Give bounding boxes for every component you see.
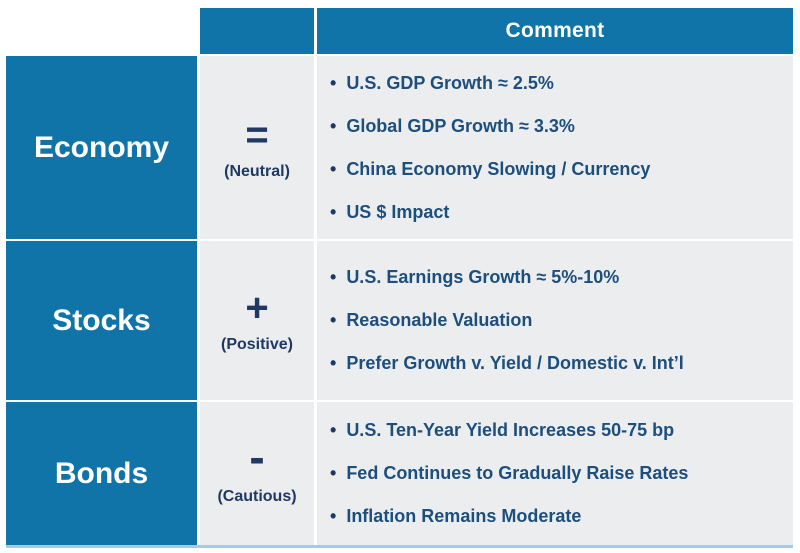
bonds-bullet-3: Inflation Remains Moderate bbox=[346, 506, 582, 526]
list-item: • US $ Impact bbox=[330, 191, 793, 234]
bullet-icon: • bbox=[330, 310, 337, 330]
economy-comments-cell: • U.S. GDP Growth ≈ 2.5% • Global GDP Gr… bbox=[317, 56, 793, 239]
economy-label: Economy bbox=[33, 130, 170, 164]
list-item: • Fed Continues to Gradually Raise Rates bbox=[330, 452, 793, 495]
bullet-icon: • bbox=[330, 72, 337, 93]
comment-column-header: Comment bbox=[317, 8, 793, 54]
economy-bullet-3: China Economy Slowing / Currency bbox=[346, 158, 651, 179]
economy-bullet-2: Global GDP Growth ≈ 3.3% bbox=[346, 115, 575, 136]
bullet-icon: • bbox=[330, 158, 337, 179]
bonds-comments-cell: • U.S. Ten-Year Yield Increases 50-75 bp… bbox=[317, 402, 793, 545]
list-item: • China Economy Slowing / Currency bbox=[330, 148, 793, 191]
economy-stance-label: (Neutral) bbox=[224, 162, 290, 180]
bullet-icon: • bbox=[330, 463, 337, 483]
stocks-bullet-2: Reasonable Valuation bbox=[346, 310, 533, 330]
bullet-icon: • bbox=[330, 115, 337, 136]
stocks-stance-label: (Positive) bbox=[220, 335, 293, 353]
list-item: • Reasonable Valuation bbox=[330, 299, 793, 342]
economy-bullet-4: US $ Impact bbox=[346, 201, 450, 222]
plus-symbol-icon: + bbox=[245, 285, 269, 330]
bullet-icon: • bbox=[330, 353, 337, 373]
bonds-stance-label: (Cautious) bbox=[217, 487, 297, 505]
bonds-bullet-2: Fed Continues to Gradually Raise Rates bbox=[346, 463, 689, 483]
stocks-rating-cell: + (Positive) bbox=[200, 241, 314, 400]
symbol-column-header bbox=[200, 8, 314, 54]
row-label-bonds: Bonds bbox=[6, 402, 197, 545]
bonds-bullet-1: U.S. Ten-Year Yield Increases 50-75 bp bbox=[346, 420, 675, 440]
list-item: • Inflation Remains Moderate bbox=[330, 495, 793, 538]
bonds-label: Bonds bbox=[54, 456, 149, 490]
bullet-icon: • bbox=[330, 506, 337, 526]
list-item: • Global GDP Growth ≈ 3.3% bbox=[330, 105, 793, 148]
list-item: • Prefer Growth v. Yield / Domestic v. I… bbox=[330, 342, 793, 385]
stocks-comments-cell: • U.S. Earnings Growth ≈ 5%-10% • Reason… bbox=[317, 241, 793, 400]
economy-bullet-1: U.S. GDP Growth ≈ 2.5% bbox=[346, 72, 554, 93]
equals-symbol-icon: = bbox=[245, 112, 269, 157]
bullet-icon: • bbox=[330, 420, 337, 440]
comment-header-label: Comment bbox=[505, 19, 605, 42]
row-label-stocks: Stocks bbox=[6, 241, 197, 400]
bottom-rule bbox=[6, 545, 793, 548]
bullet-icon: • bbox=[330, 267, 337, 287]
row-label-economy: Economy bbox=[6, 56, 197, 239]
list-item: • U.S. GDP Growth ≈ 2.5% bbox=[330, 62, 793, 105]
economy-rating-cell: = (Neutral) bbox=[200, 56, 314, 239]
stocks-bullet-3: Prefer Growth v. Yield / Domestic v. Int… bbox=[346, 353, 684, 373]
bonds-rating-cell: - (Cautious) bbox=[200, 402, 314, 545]
stocks-bullet-1: U.S. Earnings Growth ≈ 5%-10% bbox=[346, 267, 620, 287]
minus-symbol-icon: - bbox=[249, 431, 265, 484]
list-item: • U.S. Ten-Year Yield Increases 50-75 bp bbox=[330, 409, 793, 452]
stocks-label: Stocks bbox=[52, 303, 151, 337]
bullet-icon: • bbox=[330, 201, 337, 222]
list-item: • U.S. Earnings Growth ≈ 5%-10% bbox=[330, 256, 793, 299]
